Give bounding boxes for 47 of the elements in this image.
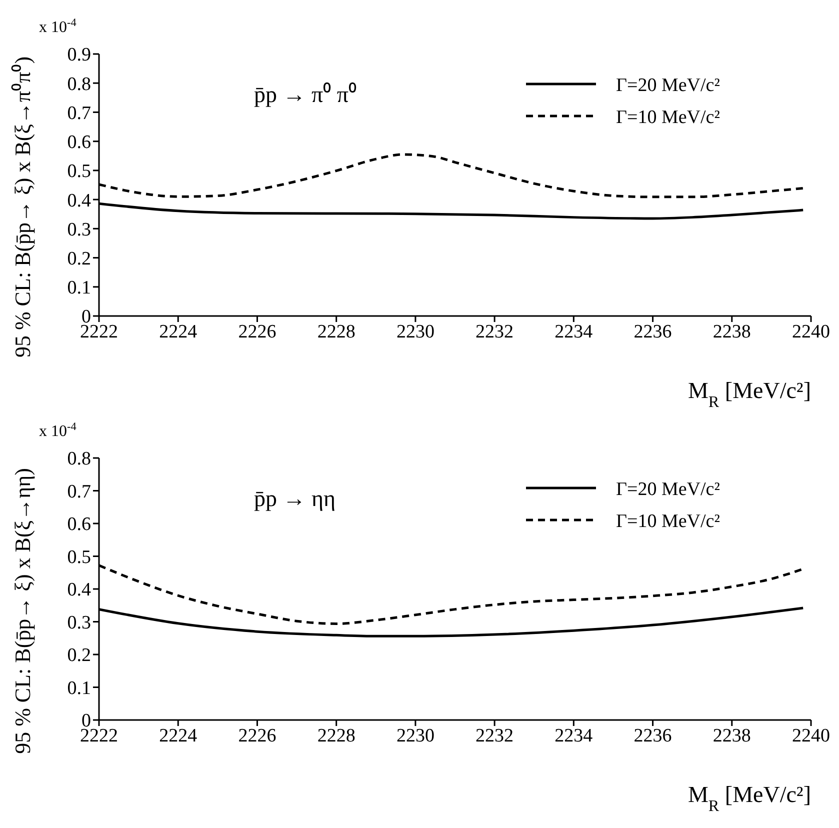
x-tick-label: 2226 xyxy=(238,321,276,342)
x-tick-label: 2240 xyxy=(792,725,830,746)
annotation: p̄p → ηη xyxy=(254,486,336,511)
x-tick-label: 2240 xyxy=(792,321,830,342)
legend-label: Γ=20 MeV/c² xyxy=(616,479,720,500)
x-tick-label: 2236 xyxy=(634,321,672,342)
legend-label: Γ=10 MeV/c² xyxy=(616,511,720,532)
y-tick-label: 0.7 xyxy=(67,481,91,502)
y-tick-label: 0.6 xyxy=(67,132,91,154)
legend-label: Γ=10 MeV/c² xyxy=(616,107,720,128)
text: x 10$^{-4}$ xyxy=(39,17,77,36)
y-axis-title: 95 % CL: B(p̄p→ ξ) x B(ξ→π⁰π⁰) xyxy=(10,56,35,358)
y-tick-label: 0.5 xyxy=(67,546,91,568)
y-tick-label: 0.1 xyxy=(67,678,91,699)
x-tick-label: 2238 xyxy=(712,321,751,342)
y-tick-label: 0.1 xyxy=(67,278,91,299)
y-tick-label: 0.7 xyxy=(67,102,91,124)
x-tick-label: 2234 xyxy=(554,321,594,342)
annotation: p̄p → π⁰ π⁰ xyxy=(254,82,356,107)
x-tick-label: 2230 xyxy=(396,321,434,342)
y-tick-label: 0.3 xyxy=(67,219,91,240)
x-tick-label: 2228 xyxy=(317,321,356,342)
y-axis-title: 95 % CL: B(p̄p→ ξ) x B(ξ→ηη) xyxy=(10,468,35,754)
x-tick-label: 2224 xyxy=(159,725,198,746)
x-axis-title: M$_{R}$ [MeV/c²] xyxy=(688,782,811,814)
y-tick-label: 0.4 xyxy=(67,580,92,601)
x-tick-label: 2238 xyxy=(712,725,751,746)
x-tick-label: 2234 xyxy=(554,725,594,746)
x-tick-label: 2236 xyxy=(634,725,672,746)
x-tick-label: 2232 xyxy=(476,725,514,746)
text: x 10$^{-4}$ xyxy=(39,421,77,440)
y-tick-label: 0.6 xyxy=(67,514,91,536)
y-tick-label: 0.8 xyxy=(67,74,91,95)
y-tick-label: 0.8 xyxy=(67,448,91,470)
y-tick-label: 0.3 xyxy=(67,612,91,634)
y-tick-label: 0.5 xyxy=(67,161,91,182)
y-tick-label: 0.2 xyxy=(67,645,91,666)
x-tick-label: 2224 xyxy=(159,321,198,342)
y-tick-label: 0.9 xyxy=(67,44,91,66)
x-tick-label: 2230 xyxy=(396,725,434,746)
legend-label: Γ=20 MeV/c² xyxy=(616,75,720,96)
x-tick-label: 2228 xyxy=(317,725,356,746)
x-axis-title: M$_{R}$ [MeV/c²] xyxy=(688,378,811,410)
x-tick-label: 2232 xyxy=(476,321,514,342)
y-tick-label: 0.2 xyxy=(67,248,91,270)
y-tick-label: 0.4 xyxy=(67,190,92,212)
x-tick-label: 2226 xyxy=(238,725,276,746)
